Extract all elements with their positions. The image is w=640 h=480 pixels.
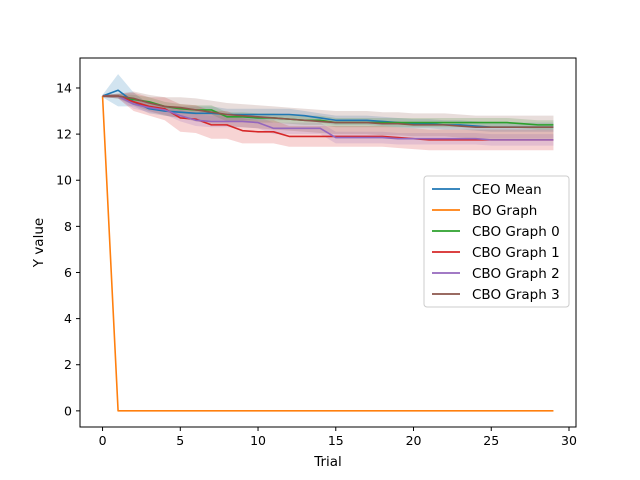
y-tick-label: 2 (64, 357, 72, 372)
y-axis-label: Y value (31, 218, 47, 268)
x-tick-label: 0 (99, 433, 107, 448)
band-series-0 (102, 74, 554, 132)
x-axis-label: Trial (313, 454, 342, 470)
legend-entry-3: CBO Graph 1 (472, 245, 560, 261)
x-axis-ticks: 0 5 10 15 20 25 30 (99, 427, 577, 448)
y-tick-label: 14 (56, 80, 72, 95)
line-series-1 (101, 96, 554, 412)
band-series-5 (102, 91, 554, 139)
legend-entry-0: CEO Mean (472, 182, 542, 198)
legend-box (423, 175, 570, 308)
legend-entry-2: CBO Graph 0 (472, 224, 560, 240)
series-lines (101, 89, 554, 412)
y-tick-label: 4 (64, 311, 72, 326)
x-tick-label: 20 (406, 433, 422, 448)
band-series-3 (102, 92, 554, 151)
x-tick-label: 5 (176, 433, 184, 448)
x-tick-label: 10 (250, 433, 266, 448)
legend-entry-5: CBO Graph 3 (472, 287, 560, 303)
y-tick-label: 0 (64, 403, 72, 418)
line-series-0 (102, 89, 554, 128)
line-series-4 (102, 95, 554, 141)
band-series-2 (102, 93, 554, 130)
x-tick-label: 15 (328, 433, 344, 448)
y-tick-label: 6 (64, 265, 72, 280)
plot-frame (79, 57, 577, 428)
line-series-3 (102, 95, 554, 141)
y-tick-label: 12 (56, 127, 72, 142)
y-tick-label: 8 (64, 219, 72, 234)
line-series-5 (102, 95, 554, 128)
legend-entry-1: BO Graph (472, 203, 537, 219)
y-tick-label: 10 (56, 173, 72, 188)
legend-entry-4: CBO Graph 2 (472, 266, 560, 282)
x-tick-label: 25 (483, 433, 499, 448)
y-axis-ticks: 0 2 4 6 8 10 12 14 (56, 80, 80, 418)
legend: CEO Mean BO Graph CBO Graph 0 CBO Graph 1 CB… (423, 175, 570, 308)
x-tick-label: 30 (561, 433, 577, 448)
